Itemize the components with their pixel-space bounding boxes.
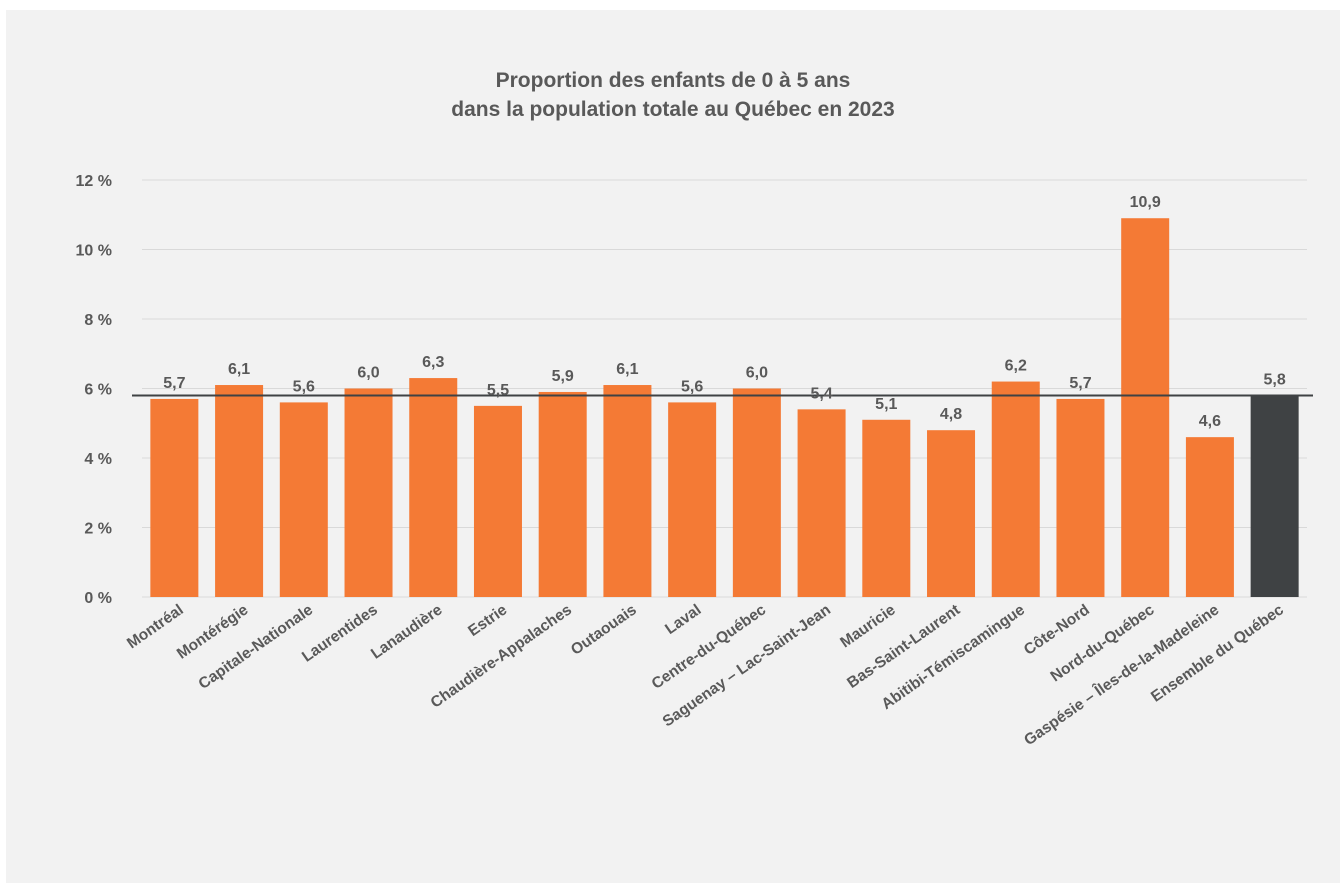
data-label: 5,4 [810,385,832,402]
data-label: 5,9 [552,368,574,385]
bar [668,402,717,597]
category-label: Estrie [465,601,510,640]
y-tick-label: 10 % [76,243,112,260]
data-label: 5,8 [1264,371,1286,388]
y-tick-label: 8 % [84,312,112,329]
category-label: Bas-Saint-Laurent [844,601,963,691]
data-label: 6,1 [228,361,250,378]
bar-chart: 0 %2 %4 %6 %8 %10 %12 % 5,76,15,66,06,35… [76,173,1313,749]
y-tick-label: 0 % [84,590,112,607]
bar [732,388,781,597]
data-label: 5,5 [487,382,509,399]
bar [279,402,328,597]
bar [797,409,846,597]
category-label: Centre-du-Québec [649,601,770,693]
bar [409,378,458,597]
data-label: 6,3 [422,354,444,371]
bars [150,218,1299,597]
data-label: 6,2 [1005,358,1027,375]
y-tick-label: 12 % [76,173,112,190]
y-tick-label: 6 % [84,382,112,399]
bar [862,419,911,597]
bar [344,388,393,597]
data-label: 5,1 [875,396,897,413]
bar [603,385,652,597]
category-label: Outaouais [568,601,640,658]
category-label: Montréal [124,601,187,652]
data-label: 5,7 [1069,375,1091,392]
bar [1056,398,1105,597]
chart-card: Proportion des enfants de 0 à 5 ans dans… [6,10,1340,883]
bar [991,381,1040,597]
bar [1185,437,1234,597]
x-axis-categories: MontréalMontérégieCapitale-NationaleLaur… [124,600,1287,749]
data-label: 4,6 [1199,413,1221,430]
category-label: Laval [662,601,704,638]
data-labels: 5,7 6,1 5,6 6,0 6,3 5,5 5,9 6,1 5,6 6,0 5,4 5,1 4,8 6… [163,194,1286,430]
bar [1121,218,1170,597]
bar [150,398,199,597]
gridlines [142,179,1307,598]
data-label: 6,0 [746,365,768,382]
data-label: 6,1 [616,361,638,378]
data-label: 5,6 [293,378,315,395]
bar-highlight [1250,395,1299,597]
data-label: 4,8 [940,406,962,423]
bar [927,430,976,597]
data-label: 6,0 [357,365,379,382]
data-label: 5,7 [163,375,185,392]
category-label: Mauricie [837,601,899,651]
y-tick-label: 2 % [84,521,112,538]
chart-title-line-2: dans la population totale au Québec en 2… [451,98,895,121]
data-label: 10,9 [1130,194,1161,211]
bar [473,405,522,597]
chart-title-line-1: Proportion des enfants de 0 à 5 ans [495,69,851,92]
chart-title: Proportion des enfants de 0 à 5 ans dans… [6,66,1340,124]
data-label: 5,6 [681,378,703,395]
bar [538,391,587,597]
bar [215,385,264,597]
category-label: Lanaudière [368,601,446,663]
category-label: Capitale-Nationale [196,601,317,693]
y-axis: 0 % 2 % 4 % 6 % 8 % 10 % 12 % [76,173,112,607]
y-tick-label: 4 % [84,451,112,468]
